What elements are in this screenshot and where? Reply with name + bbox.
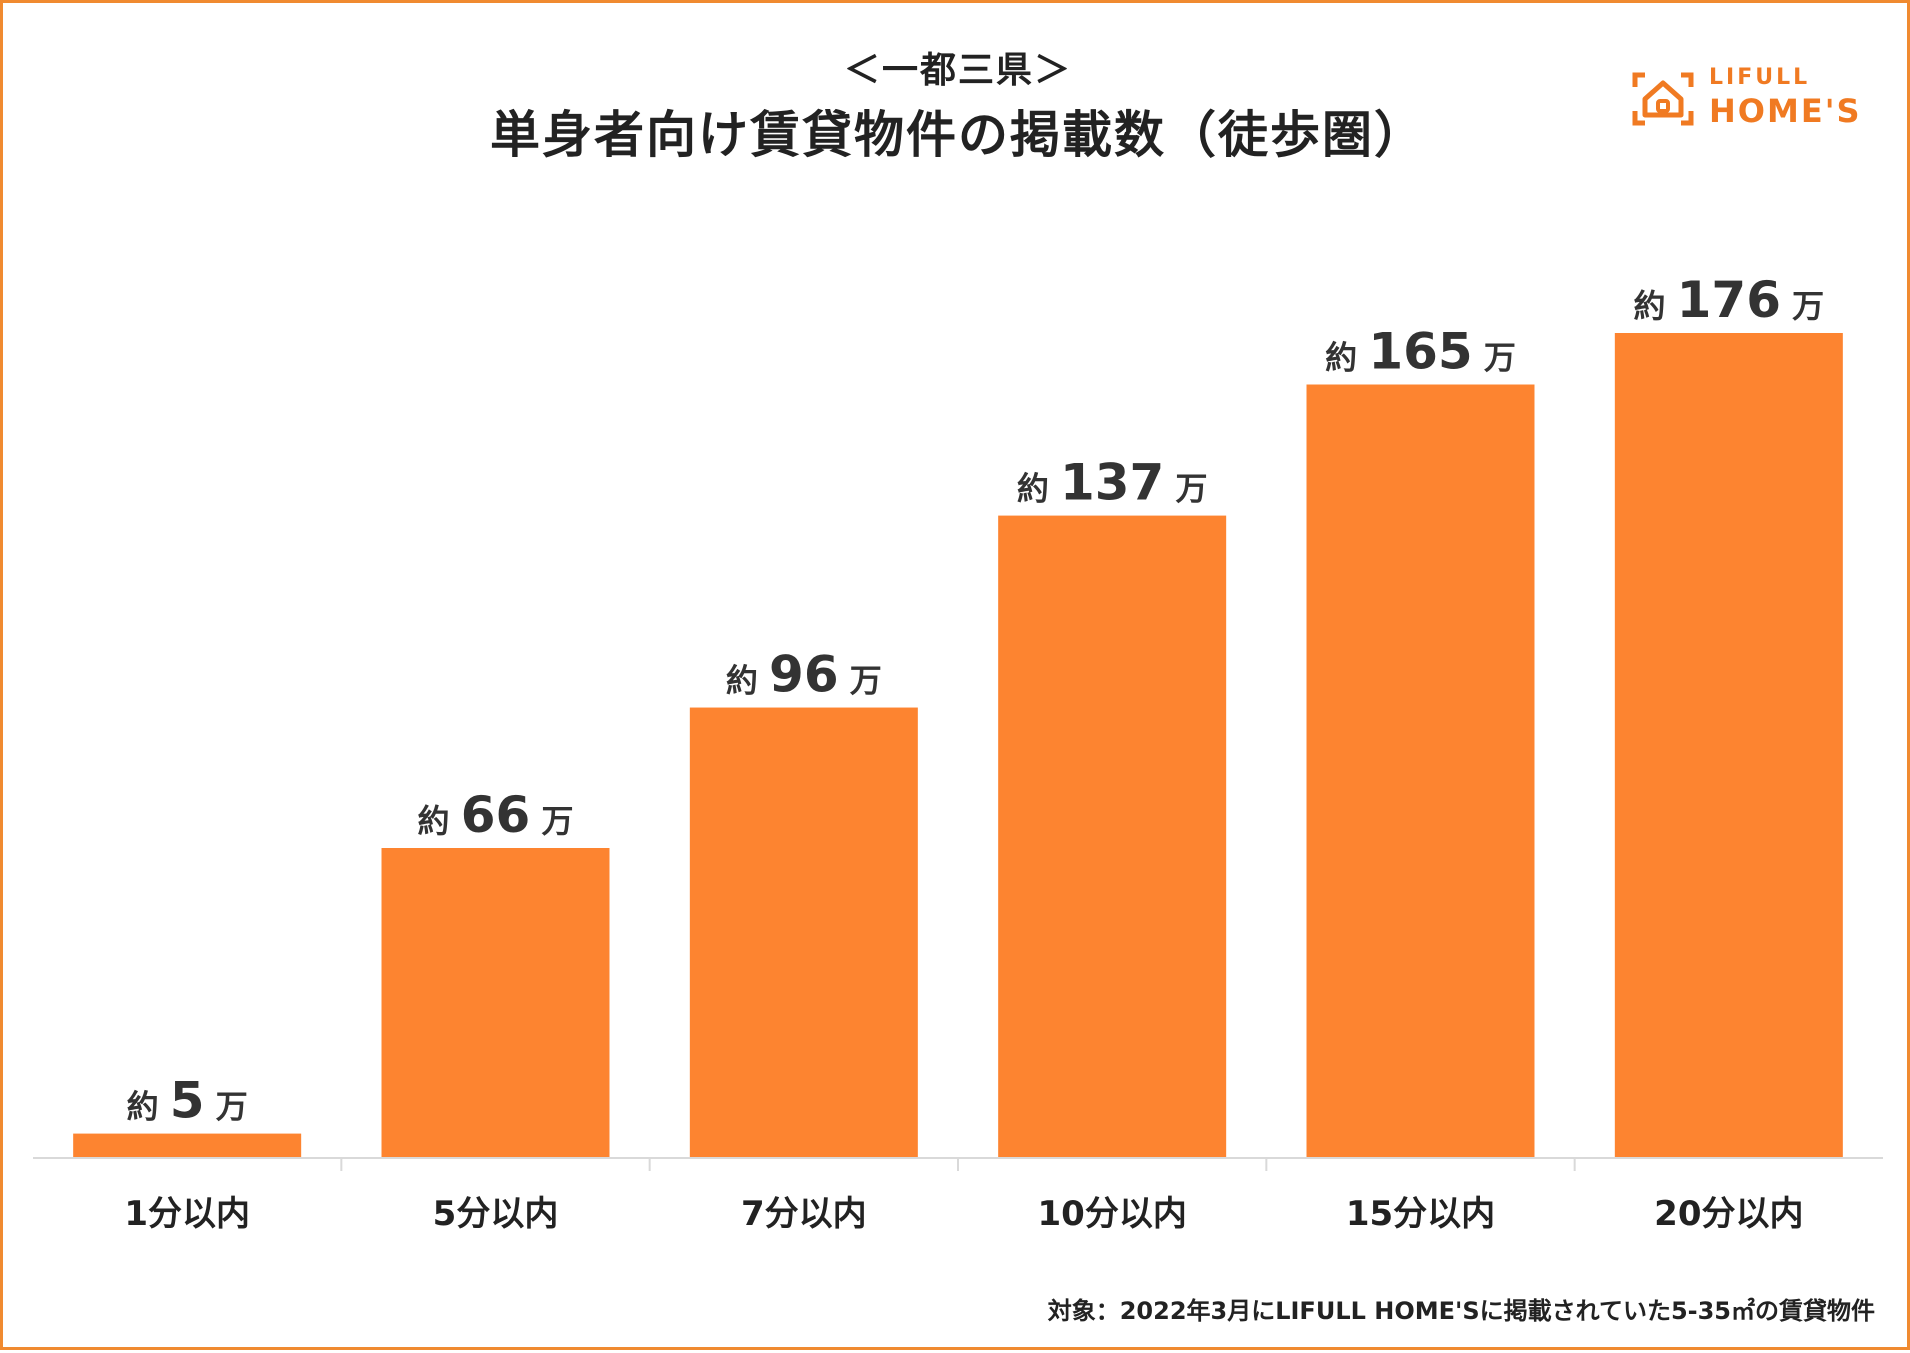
x-tick-label: 5分以内: [433, 1194, 559, 1234]
bar-chart: 約 5 万 1分以内 約 66 万 5分以内 約 96 万 7分以内 約 137 万 10分以…: [33, 271, 1883, 1234]
data-label: 約 66 万: [418, 786, 574, 844]
logo-text-homes: HOME'S: [1709, 92, 1862, 130]
x-tick-label: 10分以内: [1038, 1194, 1187, 1234]
data-label: 約 137 万: [1017, 454, 1208, 512]
bar: [689, 707, 918, 1157]
logo-text-lifull: LIFULL: [1709, 65, 1811, 90]
chart-subtitle: ＜一都三県＞: [843, 50, 1072, 91]
x-tick-label: 15分以内: [1346, 1194, 1495, 1234]
data-label: 約 5 万: [127, 1072, 248, 1130]
footnote: 対象：2022年3月にLIFULL HOME'Sに掲載されていた5-35㎡の賃貸…: [1047, 1297, 1875, 1325]
bar: [1306, 384, 1535, 1157]
bar: [73, 1133, 302, 1157]
x-tick-label: 7分以内: [741, 1194, 867, 1234]
x-tick-label: 1分以内: [124, 1194, 250, 1234]
x-tick-label: 20分以内: [1654, 1194, 1803, 1234]
data-label: 約 96 万: [726, 646, 882, 704]
data-label: 約 165 万: [1325, 323, 1516, 381]
data-label: 約 176 万: [1633, 271, 1824, 329]
bar: [381, 848, 610, 1157]
lifull-homes-logo: LIFULL HOME'S: [1631, 65, 1891, 135]
bar: [998, 515, 1227, 1157]
house-icon: [1632, 72, 1694, 126]
chart-title: 単身者向け賃貸物件の掲載数（徒歩圏）: [490, 106, 1426, 164]
bar: [1614, 333, 1843, 1157]
